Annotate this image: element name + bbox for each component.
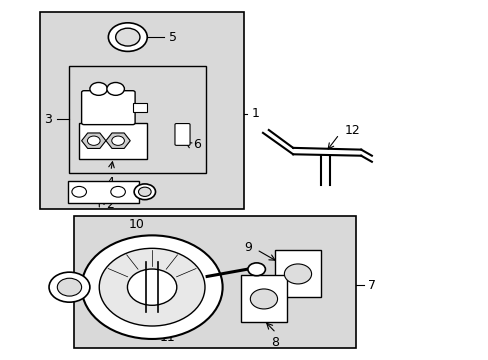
Circle shape [72,186,86,197]
Text: 5: 5 [169,31,177,44]
Circle shape [81,235,222,339]
Circle shape [90,82,107,95]
Text: 6: 6 [193,139,201,152]
Bar [40,12,244,208]
Circle shape [134,184,155,200]
Text: 4: 4 [107,176,115,189]
Text: 8: 8 [270,337,278,350]
Circle shape [57,278,81,296]
Text: 9: 9 [244,240,251,254]
Circle shape [250,289,277,309]
Bar [79,123,147,158]
FancyBboxPatch shape [81,91,135,125]
Circle shape [108,23,147,51]
Circle shape [99,248,204,326]
FancyBboxPatch shape [132,103,147,112]
Text: 10: 10 [128,218,144,231]
Circle shape [87,136,100,145]
Text: 2: 2 [106,198,114,211]
FancyBboxPatch shape [68,181,139,203]
Text: 12: 12 [344,124,359,137]
Text: 3: 3 [44,113,52,126]
Circle shape [49,272,90,302]
Text: 7: 7 [368,279,376,292]
Circle shape [112,136,124,145]
Circle shape [284,264,311,284]
Bar [74,216,356,348]
Circle shape [116,28,140,46]
Circle shape [138,187,151,197]
Circle shape [247,263,265,276]
Polygon shape [81,133,106,148]
Circle shape [107,82,124,95]
FancyBboxPatch shape [175,123,190,145]
FancyBboxPatch shape [274,250,321,297]
Bar [69,66,205,173]
Text: 1: 1 [251,107,259,120]
Circle shape [111,186,125,197]
Text: 11: 11 [160,331,175,344]
FancyBboxPatch shape [240,275,287,322]
Polygon shape [106,133,130,148]
Circle shape [127,269,177,305]
